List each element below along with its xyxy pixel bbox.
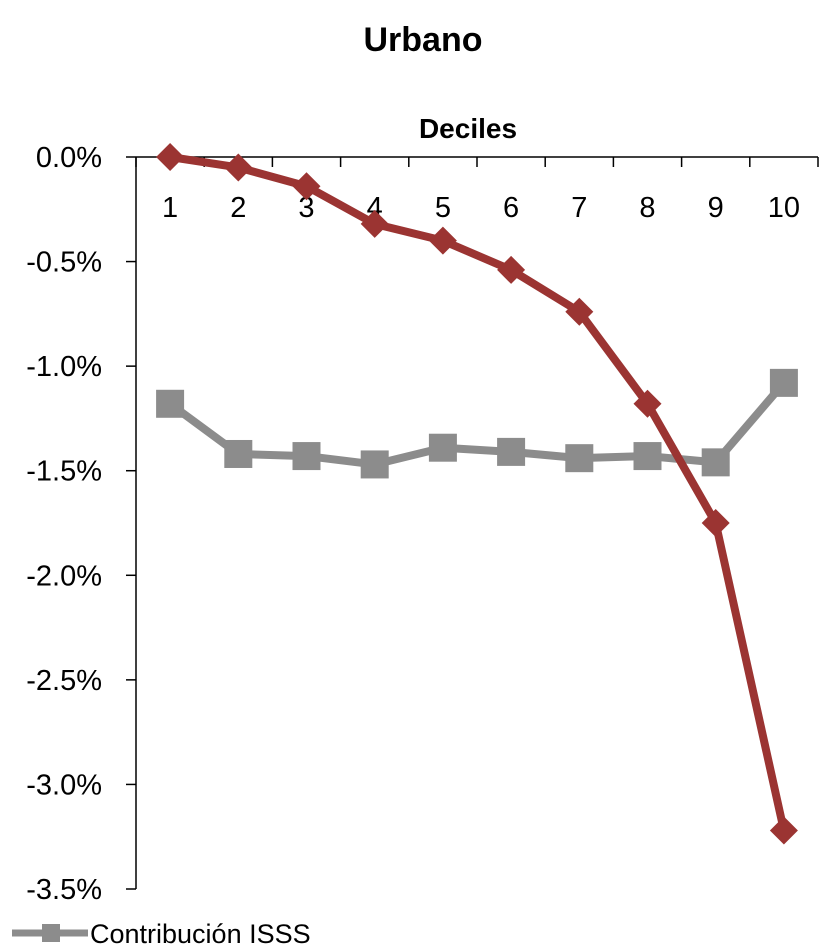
- data-point-marker: [360, 450, 389, 479]
- y-tick-label: -2.0%: [26, 560, 102, 592]
- series-1: [156, 368, 798, 479]
- y-tick-label: 0.0%: [36, 142, 102, 174]
- x-tick-label: 10: [768, 192, 800, 224]
- series-layer: [156, 143, 798, 845]
- data-point-marker: [633, 389, 662, 418]
- legend-marker: [42, 924, 60, 942]
- data-point-marker: [360, 209, 389, 238]
- x-tick-label: 1: [162, 192, 178, 224]
- y-tick-label: -1.5%: [26, 456, 102, 488]
- data-point-marker: [769, 816, 798, 845]
- data-point-marker: [769, 368, 798, 397]
- series-line: [167, 380, 787, 469]
- data-point-marker: [497, 255, 526, 284]
- chart-title: Urbano: [364, 21, 483, 59]
- data-point-marker: [156, 143, 185, 171]
- y-tick-label: -3.0%: [26, 769, 102, 801]
- legend-label: Contribución ISSS: [90, 919, 311, 949]
- x-tick-label: 2: [230, 192, 246, 224]
- x-axis-title: Deciles: [419, 113, 517, 144]
- data-point-marker: [565, 297, 594, 326]
- x-tick-label: 8: [639, 192, 655, 224]
- x-tick-label: 5: [435, 192, 451, 224]
- x-tick-label: 7: [571, 192, 587, 224]
- data-point-marker: [565, 444, 594, 473]
- y-tick-label: -1.0%: [26, 351, 102, 383]
- data-point-marker: [497, 437, 526, 466]
- x-tick-label: 9: [708, 192, 724, 224]
- series-2: [156, 143, 798, 845]
- data-point-marker: [633, 442, 662, 471]
- y-tick-label: -2.5%: [26, 665, 102, 697]
- y-tick-labels: 0.0% -0.5% -1.0% -1.5% -2.0% -2.5% -3.0% -3.5%: [26, 142, 102, 906]
- data-point-marker: [224, 153, 253, 182]
- data-point-marker: [701, 509, 730, 537]
- x-tick-label: 6: [503, 192, 519, 224]
- legend: Contribución ISSS: [12, 919, 311, 949]
- x-tick-labels: 1 2 3 4 5 6 7 8 9 10: [162, 192, 800, 224]
- series-line: [169, 153, 788, 832]
- data-point-marker: [428, 226, 457, 255]
- data-point-marker: [224, 439, 253, 468]
- x-tick-label: 3: [298, 192, 314, 224]
- data-point-marker: [428, 433, 457, 462]
- y-tick-label: -3.5%: [26, 874, 102, 906]
- data-point-marker: [292, 172, 321, 201]
- data-point-marker: [156, 389, 185, 418]
- data-point-marker: [292, 442, 321, 471]
- y-tick-label: -0.5%: [26, 247, 102, 279]
- data-point-marker: [701, 448, 730, 477]
